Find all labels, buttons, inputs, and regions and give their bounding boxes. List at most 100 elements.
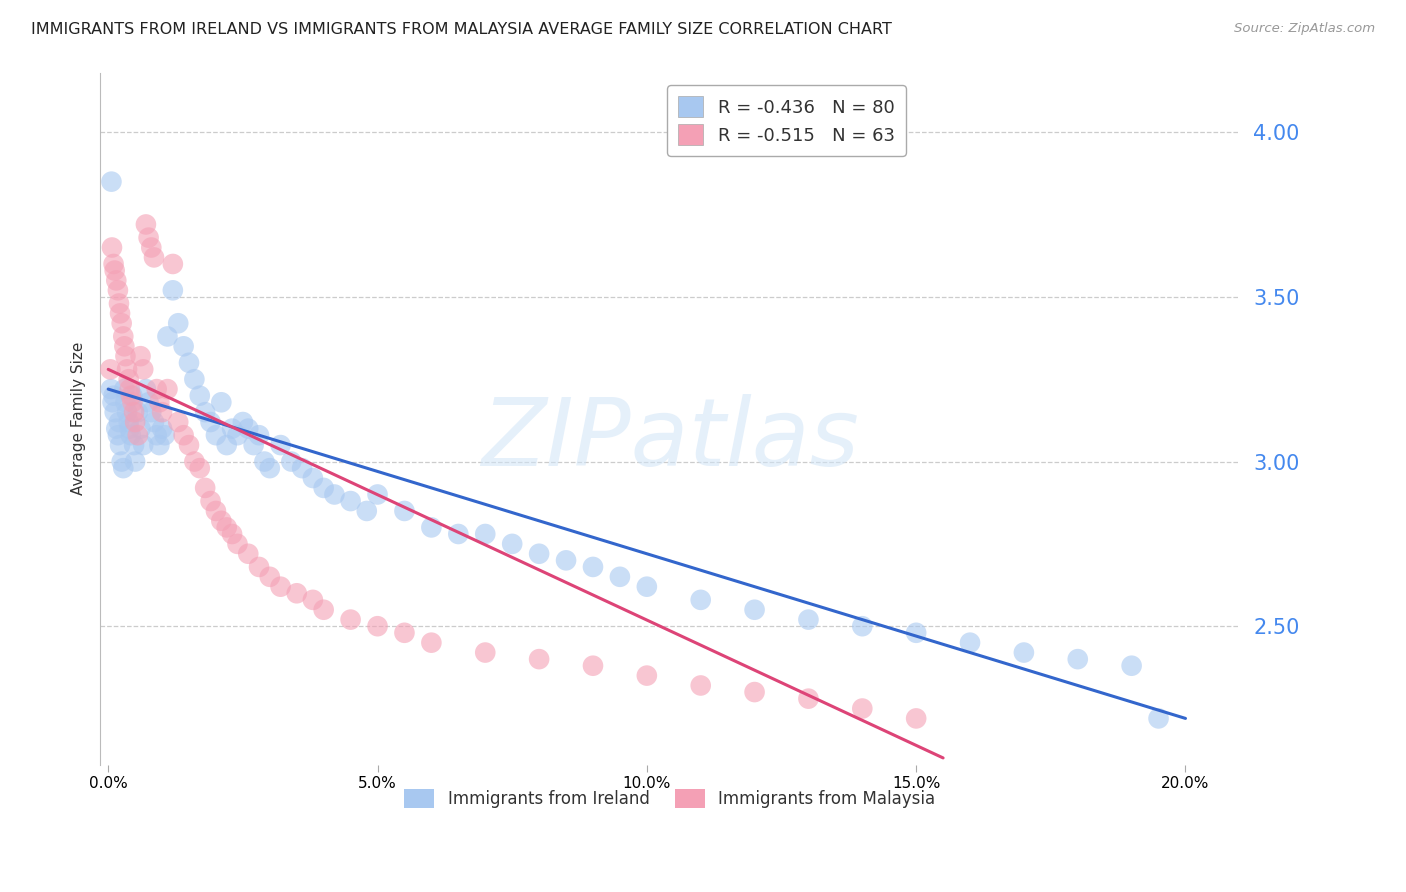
Point <box>132 362 155 376</box>
Point <box>112 339 135 353</box>
Point <box>238 422 260 436</box>
Point <box>1067 652 1090 666</box>
Point <box>221 527 243 541</box>
Point <box>104 405 127 419</box>
Point <box>118 415 141 429</box>
Point <box>1147 711 1170 725</box>
Point <box>107 428 129 442</box>
Point <box>121 395 143 409</box>
Point <box>135 218 157 232</box>
Point <box>851 701 873 715</box>
Point <box>177 438 200 452</box>
Point <box>200 494 222 508</box>
Point <box>112 461 135 475</box>
Point <box>259 570 281 584</box>
Point <box>112 329 135 343</box>
Point <box>127 428 149 442</box>
Point <box>447 527 470 541</box>
Point <box>905 711 928 725</box>
Point <box>209 395 232 409</box>
Point <box>122 438 145 452</box>
Y-axis label: Average Family Size: Average Family Size <box>72 342 86 495</box>
Point <box>121 389 143 403</box>
Point <box>156 382 179 396</box>
Point <box>905 625 928 640</box>
Point <box>394 504 416 518</box>
Point <box>527 652 550 666</box>
Point <box>959 635 981 649</box>
Point <box>302 471 325 485</box>
Point <box>200 415 222 429</box>
Point <box>582 658 605 673</box>
Point <box>115 405 138 419</box>
Point <box>103 257 125 271</box>
Text: IMMIGRANTS FROM IRELAND VS IMMIGRANTS FROM MALAYSIA AVERAGE FAMILY SIZE CORRELAT: IMMIGRANTS FROM IRELAND VS IMMIGRANTS FR… <box>31 22 891 37</box>
Point <box>636 580 658 594</box>
Point <box>312 481 335 495</box>
Point <box>221 422 243 436</box>
Point <box>143 415 166 429</box>
Point <box>124 415 146 429</box>
Point <box>114 349 136 363</box>
Point <box>242 438 264 452</box>
Point <box>107 283 129 297</box>
Point <box>167 415 190 429</box>
Point <box>150 405 173 419</box>
Point <box>105 273 128 287</box>
Point <box>135 382 157 396</box>
Point <box>112 382 135 396</box>
Point <box>148 395 170 409</box>
Point <box>474 646 496 660</box>
Point <box>367 619 389 633</box>
Point <box>215 520 238 534</box>
Point <box>209 514 232 528</box>
Point <box>108 415 131 429</box>
Point <box>111 316 134 330</box>
Point <box>167 316 190 330</box>
Point <box>177 356 200 370</box>
Point <box>205 428 228 442</box>
Point <box>302 592 325 607</box>
Point <box>118 382 141 396</box>
Point <box>582 560 605 574</box>
Point <box>285 586 308 600</box>
Point <box>689 678 711 692</box>
Point <box>188 461 211 475</box>
Point <box>145 428 167 442</box>
Point <box>232 415 254 429</box>
Point <box>162 283 184 297</box>
Point <box>129 349 152 363</box>
Point <box>744 603 766 617</box>
Point <box>609 570 631 584</box>
Point <box>259 461 281 475</box>
Point <box>108 296 131 310</box>
Point <box>173 339 195 353</box>
Point <box>108 306 131 320</box>
Point <box>100 382 122 396</box>
Point <box>394 625 416 640</box>
Point <box>238 547 260 561</box>
Point <box>114 395 136 409</box>
Point <box>323 487 346 501</box>
Point <box>188 389 211 403</box>
Point <box>797 691 820 706</box>
Point <box>270 580 292 594</box>
Point <box>555 553 578 567</box>
Text: ZIPatlas: ZIPatlas <box>481 394 859 485</box>
Point <box>98 362 121 376</box>
Text: Source: ZipAtlas.com: Source: ZipAtlas.com <box>1234 22 1375 36</box>
Point <box>501 537 523 551</box>
Point <box>105 422 128 436</box>
Point <box>118 422 141 436</box>
Point <box>120 428 142 442</box>
Point <box>215 438 238 452</box>
Point <box>122 405 145 419</box>
Point <box>124 454 146 468</box>
Point <box>226 428 249 442</box>
Point <box>101 395 124 409</box>
Point <box>141 240 163 254</box>
Point <box>851 619 873 633</box>
Point <box>253 454 276 468</box>
Point <box>339 613 361 627</box>
Point <box>103 389 125 403</box>
